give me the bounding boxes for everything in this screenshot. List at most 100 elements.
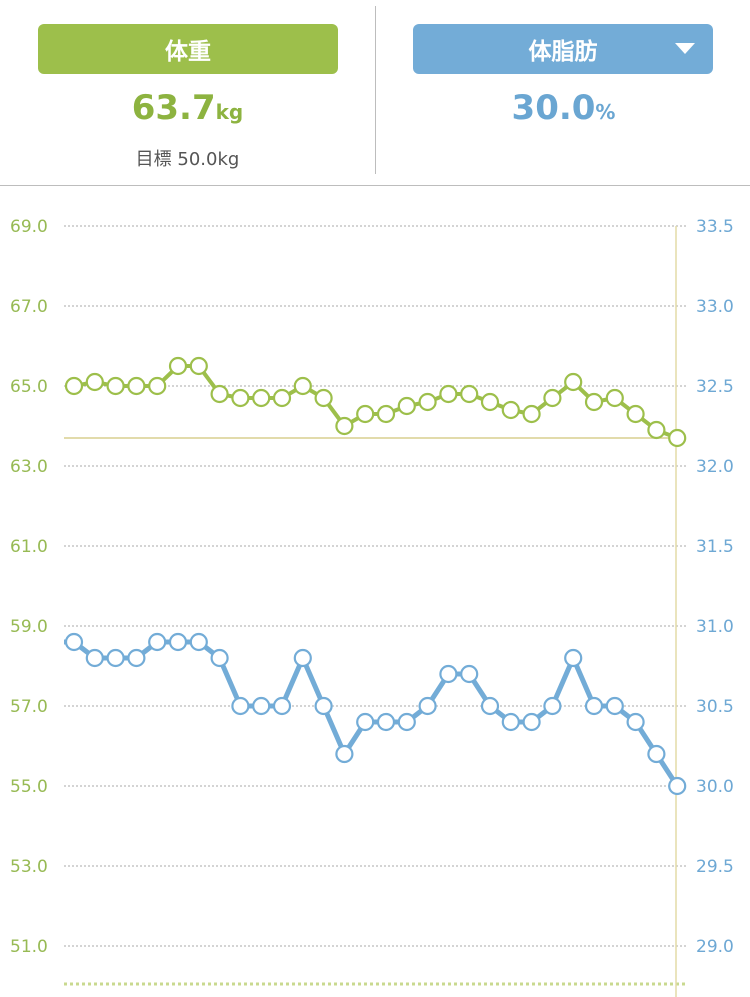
left-axis-tick-label: 53.0 (10, 857, 48, 877)
body-fat-data-point (668, 776, 687, 796)
weight-data-point (85, 372, 104, 392)
body-fat-data-point (543, 696, 562, 716)
right-axis-tick-label: 30.0 (696, 777, 734, 797)
fat-panel: 体脂肪 30.0% (376, 0, 750, 185)
body-fat-data-point (460, 664, 479, 684)
body-fat-data-point (85, 648, 104, 668)
body-fat-dropdown-button[interactable]: 体脂肪 (413, 24, 713, 74)
left-axis-tick-label: 61.0 (10, 537, 48, 557)
body-fat-data-point (626, 712, 645, 732)
left-axis-tick-label: 57.0 (10, 697, 48, 717)
weight-data-point (668, 428, 687, 448)
body-fat-data-point (189, 632, 208, 652)
left-axis-tick-label: 51.0 (10, 937, 48, 957)
weight-data-point (439, 384, 458, 404)
weight-data-point (626, 404, 645, 424)
body-fat-data-point (127, 648, 146, 668)
body-fat-data-point (231, 696, 250, 716)
body-fat-data-point (564, 648, 583, 668)
weight-unit: kg (215, 100, 244, 124)
body-fat-data-point (293, 648, 312, 668)
right-axis-tick-label: 31.5 (696, 537, 734, 557)
body-fat-data-point (314, 696, 333, 716)
weight-data-point (252, 388, 271, 408)
weight-data-point (418, 392, 437, 412)
weight-value: 63.7kg (0, 88, 375, 128)
body-fat-data-point (356, 712, 375, 732)
summary-header: 体重 63.7kg 目標 50.0kg 体脂肪 30.0% (0, 0, 750, 186)
weight-data-point (106, 376, 125, 396)
body-fat-data-point (210, 648, 229, 668)
weight-data-point (127, 376, 146, 396)
weight-number: 63.7 (131, 88, 216, 128)
weight-data-point (356, 404, 375, 424)
left-axis-tick-label: 65.0 (10, 377, 48, 397)
panel-divider (375, 6, 376, 174)
weight-data-point (605, 388, 624, 408)
body-fat-data-point (605, 696, 624, 716)
body-fat-data-point (418, 696, 437, 716)
body-fat-series-line (64, 639, 680, 788)
goal-label: 目標 (135, 149, 172, 170)
body-fat-data-point (501, 712, 520, 732)
weight-data-point (231, 388, 250, 408)
body-fat-data-point (522, 712, 541, 732)
weight-data-point (314, 388, 333, 408)
body-fat-data-point (584, 696, 604, 716)
weight-data-point (168, 356, 188, 376)
left-axis-tick-label: 55.0 (10, 777, 48, 797)
weight-goal: 目標 50.0kg (0, 145, 375, 171)
weight-data-point (293, 376, 312, 396)
weight-tab-button[interactable]: 体重 (38, 24, 338, 74)
weight-data-point (564, 372, 583, 392)
goal-value: 50.0kg (177, 149, 240, 170)
right-axis-tick-label: 32.5 (696, 377, 734, 397)
weight-data-point (272, 388, 292, 408)
weight-data-point (335, 416, 354, 436)
weight-data-point (210, 384, 229, 404)
body-fat-data-point (376, 712, 396, 732)
weight-data-point (64, 376, 84, 396)
body-fat-data-point (64, 632, 84, 652)
weight-data-point (189, 356, 208, 376)
body-fat-data-point (168, 632, 188, 652)
weight-data-point (522, 404, 541, 424)
right-axis-tick-label: 31.0 (696, 617, 734, 637)
body-fat-data-point (439, 664, 458, 684)
weight-data-point (480, 392, 500, 412)
weight-data-point (148, 376, 167, 396)
body-fat-data-point (480, 696, 500, 716)
left-axis-tick-label: 69.0 (10, 217, 48, 237)
body-fat-data-point (252, 696, 271, 716)
weight-tab-label: 体重 (165, 39, 211, 65)
weight-data-point (397, 396, 416, 416)
body-fat-unit: % (595, 100, 616, 124)
weight-panel: 体重 63.7kg 目標 50.0kg (0, 0, 375, 185)
body-fat-data-point (335, 744, 354, 764)
right-axis-tick-label: 30.5 (696, 697, 734, 717)
right-axis-tick-label: 33.0 (696, 297, 734, 317)
left-axis-tick-label: 59.0 (10, 617, 48, 637)
right-axis-tick-label: 29.0 (696, 937, 734, 957)
body-fat-number: 30.0 (511, 88, 596, 128)
weight-data-point (501, 400, 520, 420)
body-fat-data-point (148, 632, 167, 652)
chevron-down-icon (675, 43, 695, 54)
weight-data-point (543, 388, 562, 408)
weight-data-point (460, 384, 479, 404)
weight-bodyfat-chart: 69.0 33.5 67.0 33.0 65.0 32.5 63.0 32.0 61.0 31.5… (10, 217, 734, 997)
left-axis-tick-label: 67.0 (10, 297, 48, 317)
body-fat-data-point (272, 696, 292, 716)
weight-data-point (584, 392, 604, 412)
weight-data-point (647, 420, 666, 440)
body-fat-value: 30.0% (376, 88, 750, 128)
left-axis-tick-label: 63.0 (10, 457, 48, 477)
right-axis-tick-label: 32.0 (696, 457, 734, 477)
body-fat-data-point (397, 712, 416, 732)
right-axis-tick-label: 33.5 (696, 217, 734, 237)
weight-data-point (376, 404, 396, 424)
body-fat-data-point (647, 744, 666, 764)
right-axis-tick-label: 29.5 (696, 857, 734, 877)
body-fat-data-point (106, 648, 125, 668)
body-fat-label: 体脂肪 (528, 39, 598, 65)
